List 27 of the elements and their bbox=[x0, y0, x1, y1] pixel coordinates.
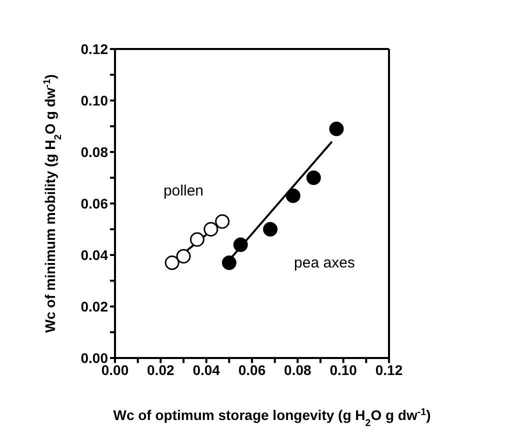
point bbox=[286, 188, 300, 204]
point bbox=[204, 222, 218, 236]
point bbox=[222, 255, 236, 270]
annotation: pollen bbox=[163, 182, 204, 200]
point bbox=[306, 170, 321, 185]
point bbox=[329, 122, 344, 136]
x-tick-label: 0.04 bbox=[192, 362, 220, 378]
x-tick-label: 0.12 bbox=[375, 362, 403, 378]
y-tick-label: 0.04 bbox=[80, 246, 108, 263]
x-axis-title: Wc of optimum storage longevity (g H$_{2}$O g dw$^{-1}$) bbox=[113, 406, 431, 428]
point bbox=[233, 237, 248, 252]
point bbox=[164, 255, 180, 270]
y-tick-label: 0.02 bbox=[80, 298, 108, 314]
point bbox=[190, 232, 204, 247]
y-tick-label: 0.06 bbox=[80, 195, 108, 212]
point bbox=[215, 214, 230, 229]
y-tick-label: 0.10 bbox=[80, 92, 108, 108]
y-tick-label: 0.08 bbox=[80, 144, 108, 160]
point bbox=[176, 249, 191, 264]
y-tick-label: 0.00 bbox=[80, 350, 108, 366]
x-tick-label: 0.06 bbox=[238, 362, 266, 378]
x-tick-label: 0.02 bbox=[147, 362, 175, 378]
x-tick-label: 0.08 bbox=[284, 362, 312, 378]
annotation: pea axes bbox=[294, 254, 355, 272]
x-tick-label: 0.10 bbox=[330, 362, 358, 378]
point bbox=[263, 222, 278, 236]
y-tick-label: 0.12 bbox=[80, 40, 108, 57]
